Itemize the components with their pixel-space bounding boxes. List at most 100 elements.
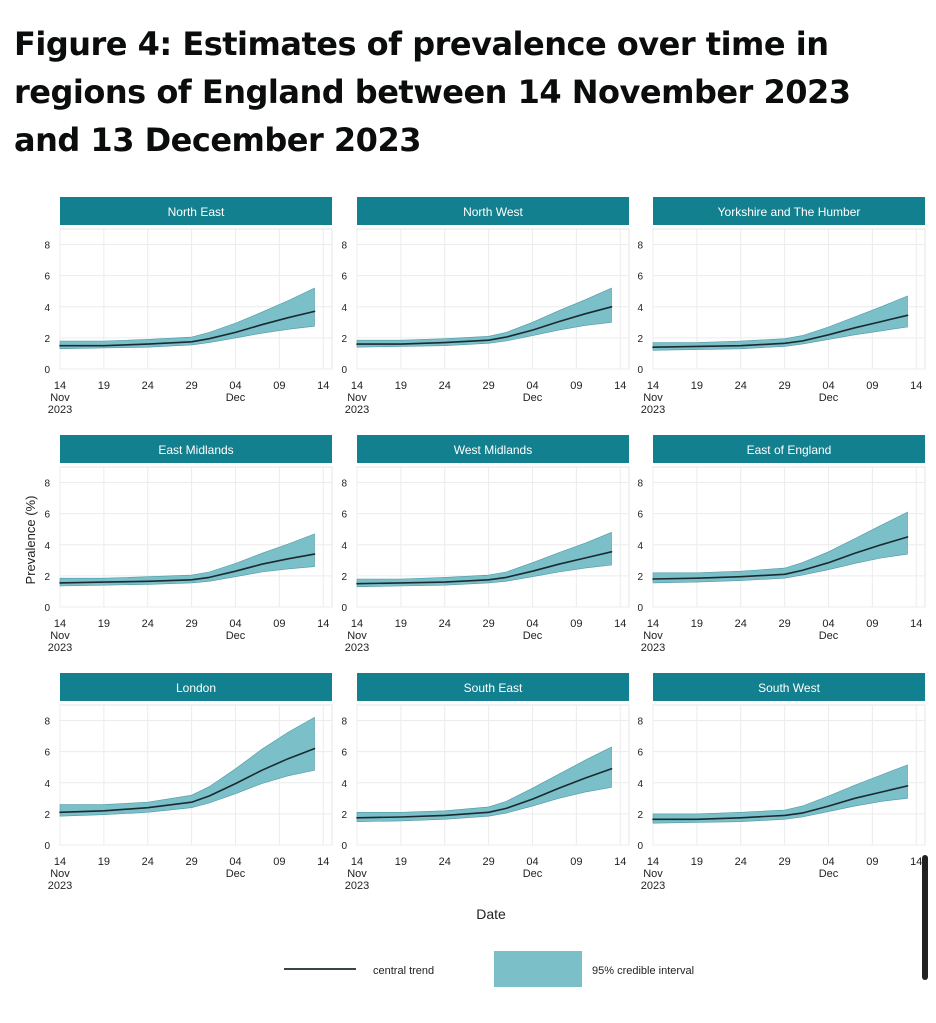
x-tick-label: 29	[185, 856, 197, 868]
x-tick-label-line: 2023	[48, 404, 72, 416]
credible-interval-band	[652, 511, 908, 584]
y-tick-label: 8	[341, 241, 347, 252]
x-tick-label: 09	[570, 618, 582, 630]
x-tick-label-line: 29	[778, 856, 790, 868]
x-tick-label: 04 Dec	[523, 380, 543, 404]
y-tick-label: 0	[44, 841, 50, 852]
plot-area	[59, 466, 333, 608]
x-tick-label-line: 04	[822, 380, 834, 392]
x-tick-label-line: 14	[54, 856, 66, 868]
x-tick-label: 19	[395, 856, 407, 868]
x-tick-label-line: Nov	[50, 868, 70, 880]
x-tick-label: 24	[142, 618, 154, 630]
y-tick-label: 2	[341, 810, 347, 821]
y-tick-label: 2	[341, 334, 347, 345]
x-tick-label: 14	[910, 618, 922, 630]
x-tick-label-line: 09	[866, 618, 878, 630]
panel-strip	[60, 673, 332, 701]
y-tick-label: 4	[637, 779, 643, 790]
panel-title: East Midlands	[158, 443, 233, 457]
x-tick-label-line: 14	[317, 618, 329, 630]
x-tick-label: 14 Nov 2023	[345, 618, 369, 654]
x-tick-label: 29	[185, 380, 197, 392]
x-tick-label-line: Nov	[347, 868, 367, 880]
y-tick-label: 4	[637, 541, 643, 552]
x-tick-label: 24	[439, 856, 451, 868]
x-tick-label: 14	[614, 856, 626, 868]
x-tick-label: 24	[142, 380, 154, 392]
y-tick-label: 8	[637, 479, 643, 490]
y-tick-label: 0	[341, 365, 347, 376]
y-tick-label: 6	[44, 272, 50, 283]
x-tick-label-line: 2023	[641, 642, 665, 654]
y-tick-label: 2	[637, 810, 643, 821]
x-tick-label-line: Dec	[523, 630, 543, 642]
x-tick-label-line: 14	[351, 856, 363, 868]
credible-interval-band	[59, 287, 315, 350]
panel-title: South East	[464, 681, 523, 695]
x-tick-label: 14	[614, 380, 626, 392]
x-tick-label: 24	[142, 856, 154, 868]
x-tick-label-line: 29	[778, 380, 790, 392]
x-tick-label: 19	[395, 380, 407, 392]
y-tick-label: 2	[44, 334, 50, 345]
panel-strip	[653, 435, 925, 463]
x-tick-label: 29	[778, 618, 790, 630]
x-tick-label-line: Nov	[347, 630, 367, 642]
x-tick-label: 14 Nov 2023	[48, 856, 72, 892]
y-tick-label: 8	[341, 717, 347, 728]
y-tick-label: 8	[637, 717, 643, 728]
x-tick-label-line: Nov	[50, 392, 70, 404]
legend-line-label: central trend	[373, 965, 434, 977]
x-tick-label-line: 29	[778, 618, 790, 630]
panel-strip	[60, 435, 332, 463]
y-tick-label: 6	[637, 272, 643, 283]
credible-interval-band	[356, 287, 612, 348]
x-tick-label-line: Dec	[819, 630, 839, 642]
legend-band-label: 95% credible interval	[592, 965, 694, 977]
x-tick-label-line: 19	[691, 380, 703, 392]
panel-strip	[357, 673, 629, 701]
y-tick-label: 8	[637, 241, 643, 252]
x-tick-label: 19	[395, 618, 407, 630]
x-tick-label: 04 Dec	[819, 856, 839, 880]
x-tick-label-line: Dec	[226, 868, 246, 880]
y-tick-label: 0	[637, 841, 643, 852]
x-tick-label: 24	[439, 380, 451, 392]
x-tick-label: 14 Nov 2023	[48, 380, 72, 416]
panel-title: South West	[758, 681, 820, 695]
x-tick-label: 04 Dec	[819, 380, 839, 404]
y-tick-label: 6	[637, 510, 643, 521]
x-tick-label-line: 09	[273, 380, 285, 392]
y-tick-label: 2	[637, 572, 643, 583]
legend: central trend 95% credible interval	[284, 951, 694, 987]
y-tick-label: 8	[341, 479, 347, 490]
x-tick-label: 29	[482, 380, 494, 392]
x-tick-label: 09	[570, 380, 582, 392]
y-tick-label: 6	[341, 510, 347, 521]
x-tick-label-line: 24	[439, 380, 451, 392]
x-axis-label: Date	[476, 906, 506, 922]
y-axis-label: Prevalence (%)	[23, 496, 38, 585]
x-tick-label-line: 04	[526, 380, 538, 392]
y-tick-label: 4	[341, 541, 347, 552]
x-tick-label: 14 Nov 2023	[641, 380, 665, 416]
x-tick-label: 19	[691, 856, 703, 868]
scrollbar[interactable]	[922, 855, 928, 980]
x-tick-label-line: 14	[910, 618, 922, 630]
x-tick-label-line: 29	[482, 856, 494, 868]
credible-interval-band	[59, 533, 315, 587]
central-trend-line	[652, 314, 909, 348]
x-tick-label-line: 14	[351, 618, 363, 630]
x-tick-label-line: 14	[910, 856, 922, 868]
x-tick-label-line: 14	[647, 856, 659, 868]
x-tick-label-line: 24	[142, 618, 154, 630]
x-tick-label-line: 29	[482, 380, 494, 392]
x-tick-label-line: 2023	[48, 642, 72, 654]
x-tick-label: 29	[482, 856, 494, 868]
x-tick-label-line: 14	[647, 618, 659, 630]
x-tick-label-line: 24	[439, 618, 451, 630]
central-trend-line	[652, 536, 909, 580]
